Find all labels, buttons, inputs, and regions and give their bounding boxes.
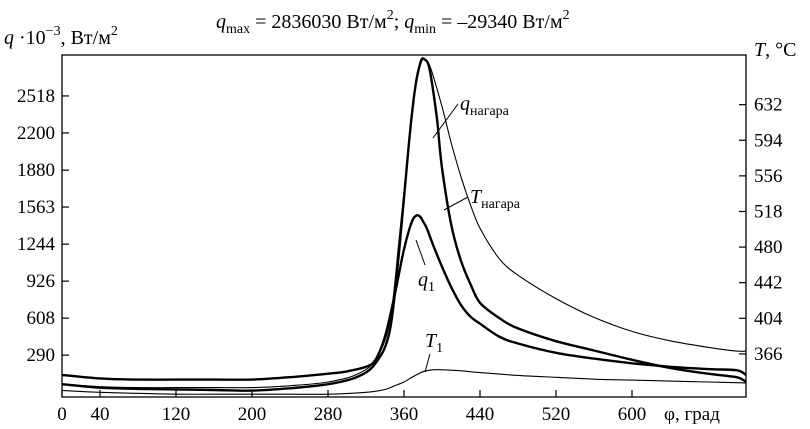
- annotation-q-nagara: qнагара: [460, 93, 510, 119]
- leader-q1: [415, 239, 426, 266]
- x-tick-label: 280: [314, 404, 343, 425]
- series-line-q_1: [61, 213, 747, 381]
- series-layer: [61, 57, 747, 395]
- annotation-q1: q1: [418, 269, 435, 295]
- x-axis-label: φ, град: [664, 404, 720, 425]
- y-right-tick-label: 480: [754, 237, 783, 258]
- x-tick-label: 360: [390, 404, 419, 425]
- leader-t1: [424, 353, 431, 373]
- y-left-tick-label: 1880: [17, 160, 55, 181]
- y-right-tick-label: 632: [754, 95, 783, 116]
- series-line-T_нагара: [61, 58, 747, 389]
- y-right-tick-label: 366: [754, 344, 783, 365]
- y-axis-left-label: q ·10−3, Вт/м2: [4, 24, 118, 49]
- y-left-tick-label: 608: [27, 308, 56, 329]
- annotation-t1: T1: [425, 330, 443, 356]
- y-right-tick-label: 404: [754, 308, 783, 329]
- y-left-tick-label: 290: [27, 345, 56, 366]
- y-left-tick-label: 2200: [17, 123, 55, 144]
- y-left-tick-label: 2518: [17, 86, 55, 107]
- chart-title: qmax = 2836030 Вт/м2; qmin = –29340 Вт/м…: [216, 8, 570, 37]
- y-right-tick-label: 594: [754, 130, 783, 151]
- y-right-tick-label: 518: [754, 201, 783, 222]
- series-line-q_нагара: [61, 57, 747, 392]
- x-tick-label: 520: [542, 404, 571, 425]
- y-axis-right-label: T, °C: [754, 39, 796, 61]
- x-tick-label: 600: [618, 404, 647, 425]
- y-right-tick-label: 556: [754, 166, 783, 187]
- x-tick-label: 440: [466, 404, 495, 425]
- ticks-layer: 0 40 120 200 280 360 440 520 600 290 608 926 1244 156…: [17, 86, 783, 425]
- y-left-tick-label: 1244: [17, 234, 56, 255]
- x-tick-label: 40: [91, 404, 110, 425]
- plot-frame: [61, 54, 747, 398]
- y-right-tick-label: 442: [754, 273, 783, 294]
- y-left-tick-label: 926: [27, 271, 56, 292]
- leader-q-nagara: [432, 103, 459, 139]
- series-line-T_1: [61, 369, 747, 395]
- leader-t-nagara: [443, 196, 469, 211]
- y-left-tick-label: 1563: [17, 197, 55, 218]
- x-tick-label: 0: [57, 404, 67, 425]
- x-tick-label: 120: [162, 404, 191, 425]
- annotation-t-nagara: Tнагара: [470, 186, 521, 212]
- x-tick-label: 200: [238, 404, 267, 425]
